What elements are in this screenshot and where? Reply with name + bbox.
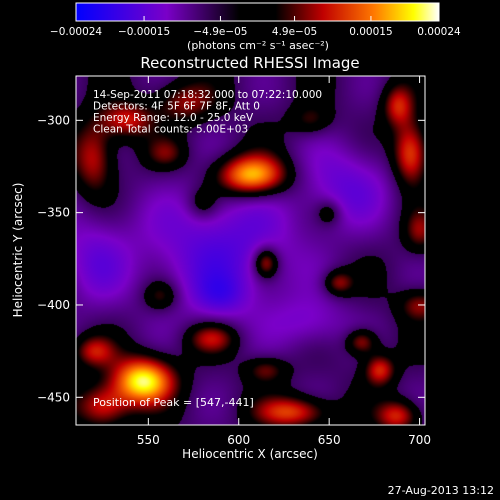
colorbar-tick-label: −0.00015 (118, 26, 170, 38)
annotation-line: 14-Sep-2011 07:18:32.000 to 07:22:10.000 (93, 89, 322, 101)
x-tick-label: 650 (318, 433, 341, 447)
y-axis-ticks: −300 −350 −400 −450 (37, 113, 425, 404)
colorbar: −0.00024 −0.00015 −4.9e−05 4.9e−05 0.00015 0.… (50, 2, 461, 52)
peak-position-label: Position of Peak = [547,-441] (93, 396, 254, 409)
annotation-line: Detectors: 4F 5F 6F 7F 8F, Att 0 (93, 101, 260, 113)
timestamp: 27-Aug-2013 13:12 (388, 484, 494, 497)
x-tick-label: 700 (408, 433, 431, 447)
colorbar-tick-label: −0.00024 (50, 26, 103, 38)
annotations: 14-Sep-2011 07:18:32.000 to 07:22:10.000… (93, 89, 322, 136)
y-tick-label: −350 (37, 206, 70, 220)
heatmap-area (76, 76, 425, 425)
x-tick-label: 550 (137, 433, 160, 447)
colorbar-tick-label: −4.9e−05 (193, 26, 247, 38)
y-axis-label: Heliocentric Y (arcsec) (11, 183, 25, 318)
x-axis-ticks: 550 600 650 700 (137, 76, 431, 447)
colorbar-tick-label: 0.00024 (417, 26, 461, 38)
colorbar-tick-label: 0.00015 (349, 26, 392, 38)
colorbar-unit-label: (photons cm⁻² s⁻¹ asec⁻²) (187, 39, 329, 52)
heatmap-image (76, 76, 425, 425)
annotation-line: Clean Total counts: 5.00E+03 (93, 124, 248, 136)
chart-title: Reconstructed RHESSI Image (140, 54, 359, 72)
colorbar-tick-label: 4.9e−05 (272, 26, 317, 38)
y-tick-label: −300 (37, 113, 70, 127)
y-tick-label: −450 (37, 390, 70, 404)
plot-frame (75, 75, 426, 426)
x-axis-label: Heliocentric X (arcsec) (182, 447, 318, 461)
colorbar-ticks: −0.00024 −0.00015 −4.9e−05 4.9e−05 0.00015 0.… (50, 16, 461, 38)
annotation-line: Energy Range: 12.0 - 25.0 keV (93, 112, 254, 124)
colorbar-gradient (75, 2, 440, 22)
y-tick-label: −400 (37, 298, 70, 312)
x-tick-label: 600 (227, 433, 250, 447)
